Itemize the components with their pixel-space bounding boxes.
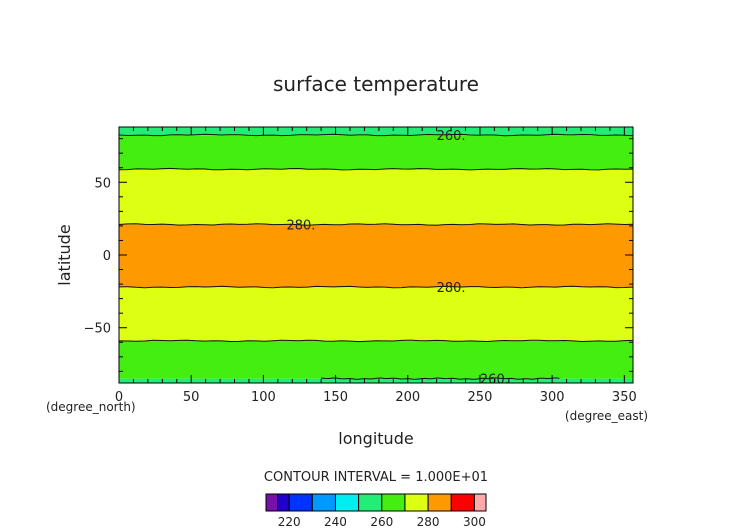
contour-line-260-5 xyxy=(321,377,560,380)
x-tick-label-200: 200 xyxy=(395,390,420,405)
contour-line-280-2 xyxy=(118,223,634,226)
temperature-band-2 xyxy=(119,287,633,341)
colorbar-label-300: 300 xyxy=(463,515,486,529)
y-units-label: (degree_north) xyxy=(46,400,136,414)
contour-line-260-0 xyxy=(118,133,634,137)
x-tick-label-100: 100 xyxy=(251,390,276,405)
x-tick-label-150: 150 xyxy=(323,390,348,405)
colorbar xyxy=(265,493,487,512)
contour-labels: 260.280.280.260. xyxy=(286,129,508,388)
contour-label-0: 260. xyxy=(437,129,466,144)
colorbar-segment-7 xyxy=(404,493,429,512)
chart-title: surface temperature xyxy=(273,72,479,96)
colorbar-labels: 220 240 260 280 300 xyxy=(278,515,486,529)
colorbar-segment-9 xyxy=(450,493,475,512)
colorbar-segment-3 xyxy=(311,493,336,512)
x-tick-label-50: 50 xyxy=(183,390,200,405)
colorbar-segment-6 xyxy=(381,493,406,512)
temperature-band-6 xyxy=(119,127,633,136)
colorbar-label-280: 280 xyxy=(417,515,440,529)
colorbar-segment-4 xyxy=(334,493,360,512)
colorbar-label-240: 240 xyxy=(324,515,347,529)
contour-label-2: 280. xyxy=(437,281,466,296)
y-axis-label: latitude xyxy=(55,224,74,285)
temperature-bands xyxy=(119,127,633,383)
x-tick-label-0: 0 xyxy=(115,390,123,405)
x-tick-label-350: 350 xyxy=(612,390,637,405)
temperature-band-4 xyxy=(119,169,633,225)
temperature-band-1 xyxy=(119,340,633,379)
temperature-band-3 xyxy=(119,224,633,287)
temperature-band-0 xyxy=(119,378,633,383)
colorbar-segment-5 xyxy=(358,493,383,512)
y-tick-label-50: 50 xyxy=(94,176,111,191)
x-units-label: (degree_east) xyxy=(565,409,648,423)
contour-interval-text: CONTOUR INTERVAL = 1.000E+01 xyxy=(264,470,488,485)
contour-label-1: 280. xyxy=(286,218,315,233)
contour-line-270-1 xyxy=(118,167,634,171)
colorbar-segment-10 xyxy=(473,493,487,512)
x-axis-label: longitude xyxy=(338,429,413,448)
x-tick-label-250: 250 xyxy=(468,390,493,405)
colorbar-label-220: 220 xyxy=(278,515,301,529)
colorbar-segment-1 xyxy=(277,493,290,512)
x-tick-label-300: 300 xyxy=(540,390,565,405)
y-axis-ticks: −50 0 50 xyxy=(84,138,633,372)
colorbar-segment-2 xyxy=(288,493,313,512)
y-tick-label--50: −50 xyxy=(84,322,111,337)
colorbar-label-260: 260 xyxy=(370,515,393,529)
contour-line-280-3 xyxy=(118,285,634,289)
contour-lines xyxy=(118,133,634,380)
y-tick-label-0: 0 xyxy=(103,249,111,264)
contour-line-270-4 xyxy=(118,339,634,343)
x-axis-ticks: 0 50 100 150 200 250 300 350 xyxy=(115,127,637,405)
colorbar-segment-8 xyxy=(427,493,452,512)
temperature-band-5 xyxy=(119,135,633,170)
colorbar-segment-0 xyxy=(265,493,279,512)
